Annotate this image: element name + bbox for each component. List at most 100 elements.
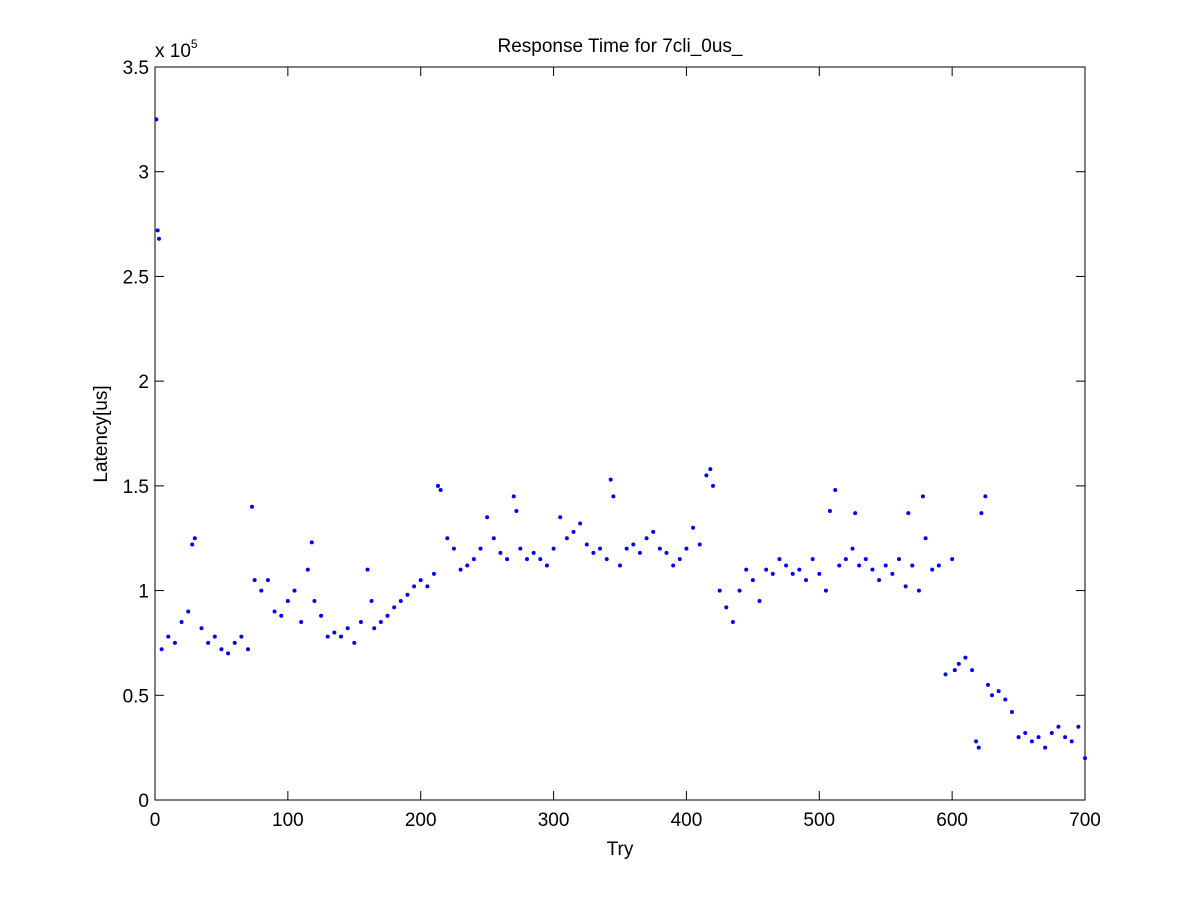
point (358, 619, 363, 624)
point (285, 599, 290, 604)
point (697, 542, 702, 547)
point (246, 647, 250, 652)
point (192, 536, 197, 541)
point (186, 609, 191, 614)
x-tick-label: 300 (538, 810, 570, 831)
point (305, 567, 310, 572)
point (777, 557, 782, 562)
point (970, 668, 975, 673)
point (265, 578, 270, 583)
point (219, 647, 224, 652)
point (518, 546, 523, 551)
point (691, 525, 696, 530)
point (790, 571, 795, 576)
point (810, 557, 815, 562)
point (744, 567, 749, 572)
point (604, 557, 609, 562)
point (974, 739, 979, 744)
point (784, 563, 789, 568)
point (564, 536, 569, 541)
x-tick-label: 400 (671, 810, 703, 831)
point (312, 599, 317, 604)
point (432, 571, 436, 576)
point (345, 626, 350, 631)
point (797, 567, 802, 572)
point (299, 619, 304, 624)
point (1029, 739, 1034, 744)
point (365, 567, 370, 572)
point (877, 578, 882, 583)
y-tick-label: 1 (138, 582, 149, 603)
y-multiplier: x 105 (155, 37, 198, 62)
point (677, 557, 682, 562)
point (199, 626, 204, 631)
point (378, 619, 383, 624)
point (986, 682, 991, 687)
point (843, 557, 848, 562)
point (372, 626, 377, 631)
point (1043, 745, 1048, 750)
point (611, 494, 616, 499)
point (920, 494, 925, 499)
point (671, 563, 676, 568)
point (465, 563, 470, 568)
point (618, 563, 622, 568)
point (398, 599, 403, 604)
point (491, 536, 496, 541)
point (863, 557, 868, 562)
point (770, 571, 775, 576)
point (551, 546, 556, 551)
point (857, 563, 862, 568)
point (1036, 735, 1041, 740)
point (1016, 735, 1021, 740)
point (833, 488, 838, 493)
point (850, 546, 855, 551)
point (249, 504, 254, 509)
point (498, 550, 503, 555)
point (279, 613, 284, 618)
point (1076, 724, 1081, 729)
point (172, 640, 177, 645)
point (624, 546, 629, 551)
point (963, 655, 968, 660)
point (1056, 724, 1061, 729)
point (259, 588, 264, 593)
point (897, 557, 901, 562)
point (319, 613, 324, 618)
point (757, 599, 762, 604)
point (936, 563, 941, 568)
point (239, 634, 244, 639)
point (272, 609, 277, 614)
point (906, 511, 911, 516)
x-axis-label: Try (607, 839, 634, 860)
point (1083, 756, 1087, 761)
point (252, 578, 257, 583)
point (385, 613, 390, 618)
point (156, 236, 161, 241)
point (657, 546, 662, 551)
point (155, 228, 160, 233)
point (352, 640, 357, 645)
x-tick-label: 200 (405, 810, 437, 831)
point (837, 563, 842, 568)
point (179, 619, 184, 624)
point (890, 571, 895, 576)
point (226, 651, 231, 656)
point (644, 536, 649, 541)
x-tick-label: 700 (1069, 810, 1101, 831)
point (571, 529, 576, 534)
point (425, 584, 430, 589)
point (505, 557, 510, 562)
point (445, 536, 450, 541)
y-tick-label: 2.5 (123, 267, 149, 288)
point (578, 521, 583, 526)
point (558, 515, 563, 520)
point (952, 668, 957, 673)
point (418, 578, 423, 583)
x-tick-label: 100 (272, 810, 304, 831)
x-tick-label: 0 (150, 810, 161, 831)
point (159, 647, 164, 652)
point (339, 634, 343, 639)
point (750, 578, 755, 583)
point (206, 640, 211, 645)
